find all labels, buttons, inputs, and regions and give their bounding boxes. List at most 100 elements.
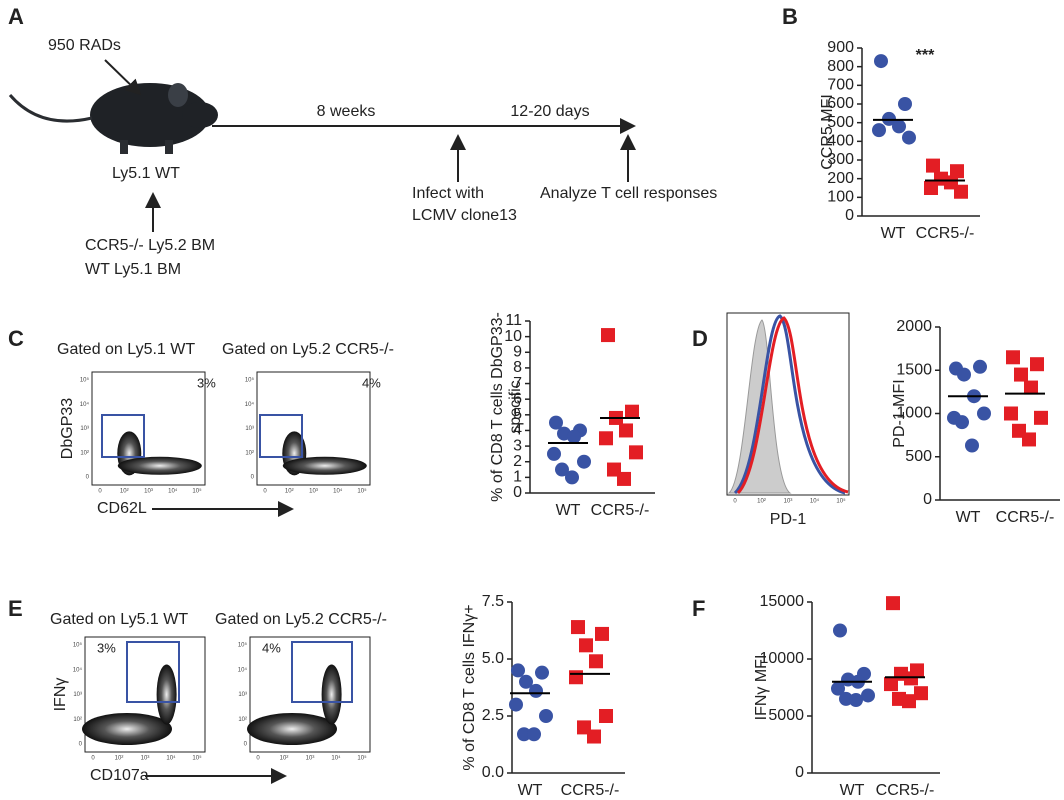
flow-tick: 0 bbox=[244, 742, 248, 748]
y-tick-label: 6 bbox=[513, 390, 522, 407]
gate-title: Gated on Ly5.1 WT bbox=[57, 341, 195, 358]
data-point bbox=[577, 454, 591, 469]
data-point bbox=[1022, 432, 1036, 447]
data-point bbox=[1030, 357, 1044, 372]
data-point bbox=[1006, 350, 1020, 365]
data-point bbox=[539, 709, 553, 723]
y-tick-label: 200 bbox=[827, 170, 854, 187]
interval-label: 12-20 days bbox=[510, 103, 589, 120]
y-tick-label: 0 bbox=[513, 484, 522, 501]
x-tick-label: WT bbox=[956, 509, 981, 526]
data-point bbox=[831, 681, 845, 696]
data-point bbox=[555, 462, 569, 477]
panel-label: A bbox=[8, 4, 24, 29]
flow-tick: 10⁴ bbox=[168, 488, 178, 495]
y-tick-label: 600 bbox=[827, 95, 854, 112]
panel-label: E bbox=[8, 596, 23, 621]
flow-tick: 10² bbox=[238, 717, 247, 723]
gate bbox=[291, 641, 353, 703]
gate bbox=[126, 641, 180, 703]
y-tick-label: 10000 bbox=[760, 650, 805, 667]
data-point bbox=[519, 674, 533, 689]
data-point bbox=[950, 164, 964, 179]
flow-tick: 10² bbox=[245, 450, 254, 456]
x-tick-label: WT bbox=[518, 782, 543, 799]
flow-tick: 0 bbox=[86, 475, 90, 481]
annotation: *** bbox=[916, 47, 935, 64]
flow-tick: 10³ bbox=[784, 499, 793, 505]
data-point bbox=[926, 158, 940, 173]
data-point bbox=[924, 181, 938, 195]
y-axis-label: PD-1 MFI bbox=[891, 379, 908, 447]
gate-title: Gated on Ly5.2 CCR5-/- bbox=[222, 341, 394, 358]
x-tick-label: CCR5-/- bbox=[876, 782, 935, 799]
flow-y-label: IFNγ bbox=[52, 678, 69, 712]
data-point bbox=[547, 446, 561, 461]
flow-tick: 10⁵ bbox=[192, 755, 202, 762]
flow-tick: 0 bbox=[251, 475, 255, 481]
data-point bbox=[892, 119, 906, 134]
flow-x-label: PD-1 bbox=[770, 511, 807, 528]
data-point bbox=[625, 404, 639, 419]
infect-label: Infect with bbox=[412, 185, 484, 202]
flow-tick: 10⁵ bbox=[245, 377, 255, 384]
flow-tick: 10⁴ bbox=[333, 488, 343, 495]
data-point bbox=[601, 328, 615, 343]
gate bbox=[259, 414, 303, 458]
data-point bbox=[954, 184, 968, 199]
flow-tick: 10⁵ bbox=[238, 642, 248, 649]
flow-tick: 10³ bbox=[238, 692, 247, 698]
y-tick-label: 100 bbox=[827, 189, 854, 206]
gate-percent: 3% bbox=[97, 640, 116, 655]
flow-tick: 10² bbox=[115, 756, 124, 762]
y-tick-label: 3 bbox=[513, 437, 522, 454]
y-axis-label: % of CD8 T cells IFNγ+ bbox=[461, 604, 478, 770]
flow-tick: 10³ bbox=[144, 489, 153, 495]
data-point bbox=[977, 406, 991, 421]
data-point bbox=[902, 694, 916, 709]
analyze-label: Analyze T cell responses bbox=[540, 185, 717, 202]
y-tick-label: 0 bbox=[923, 491, 932, 508]
data-point bbox=[904, 671, 918, 686]
flow-tick: 0 bbox=[733, 499, 737, 505]
data-point bbox=[619, 423, 633, 438]
data-point bbox=[549, 415, 563, 430]
x-tick-label: CCR5-/- bbox=[916, 225, 975, 242]
y-tick-label: 1 bbox=[513, 469, 522, 486]
bm-label: CCR5-/- Ly5.2 BM bbox=[85, 237, 215, 254]
data-point bbox=[617, 471, 631, 486]
flow-tick: 10³ bbox=[73, 692, 82, 698]
gate-percent: 4% bbox=[262, 640, 281, 655]
gate-title: Gated on Ly5.1 WT bbox=[50, 611, 188, 628]
flow-tick: 10⁵ bbox=[836, 498, 846, 505]
x-tick-label: WT bbox=[840, 782, 865, 799]
density bbox=[82, 713, 172, 745]
y-tick-label: 5 bbox=[513, 406, 522, 423]
flow-tick: 10⁵ bbox=[80, 377, 90, 384]
flow-tick: 10³ bbox=[306, 756, 315, 762]
density bbox=[282, 456, 367, 475]
data-point bbox=[874, 54, 888, 69]
data-point bbox=[1034, 410, 1048, 425]
x-tick-label: CCR5-/- bbox=[591, 502, 650, 519]
y-tick-label: 0.0 bbox=[482, 764, 504, 781]
data-point bbox=[872, 123, 886, 138]
bm-label: WT Ly5.1 BM bbox=[85, 261, 181, 278]
y-tick-label: 500 bbox=[905, 448, 932, 465]
gate-percent: 4% bbox=[362, 375, 381, 390]
y-tick-label: 5.0 bbox=[482, 650, 504, 667]
x-tick-label: WT bbox=[556, 502, 581, 519]
data-point bbox=[973, 359, 987, 374]
data-point bbox=[571, 620, 585, 635]
y-tick-label: 400 bbox=[827, 133, 854, 150]
y-tick-label: 4 bbox=[513, 422, 522, 439]
histogram bbox=[736, 316, 849, 495]
y-axis-label: IFNγ MFI bbox=[753, 655, 770, 721]
data-point bbox=[965, 438, 979, 453]
data-point bbox=[957, 367, 971, 382]
data-point bbox=[511, 663, 525, 678]
density bbox=[321, 664, 342, 725]
flow-plots: 0 0 10² 10² 10³ 10³ 10⁴ 10⁴ 10⁵ 10⁵ Gated on Ly5.1… bbox=[50, 312, 850, 784]
flow-tick: 0 bbox=[91, 756, 95, 762]
